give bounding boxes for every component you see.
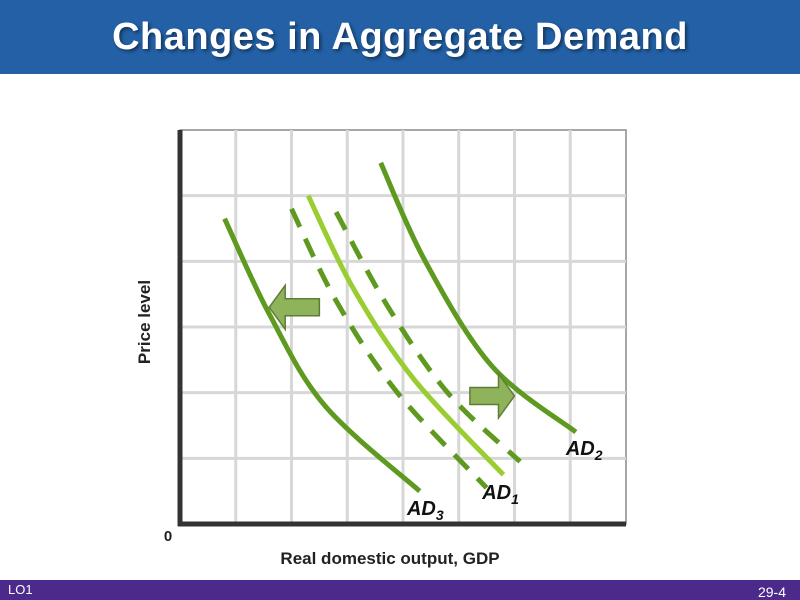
page-number: 29-4 [757,584,786,600]
label-subscript: 3 [436,507,444,523]
curve-ad1 [305,194,506,477]
chart-axes [177,130,626,527]
label-main: AD [565,438,595,460]
label-ad3: AD3 [406,498,444,523]
chart-curves [222,161,578,494]
label-main: AD [406,498,436,520]
curve-ad1-upper [289,207,489,490]
curve-ad1-lower [333,210,522,464]
slide-title: Changes in Aggregate Demand [112,15,688,58]
label-subscript: 2 [594,447,603,463]
label-ad2: AD2 [565,438,603,463]
arrow-right-icon [469,371,516,421]
x-axis-label: Real domestic output, GDP [280,549,499,568]
origin-label: 0 [164,528,172,545]
arrow-left-icon [268,282,321,332]
label-main: AD [481,482,511,504]
label-subscript: 1 [511,491,519,507]
shift-arrows [268,282,516,421]
curve-ad3 [222,217,422,494]
label-ad1: AD1 [481,482,519,507]
curve-ad2 [378,161,578,435]
y-axis-label: Price level [135,280,154,364]
footer-bar [0,580,800,600]
learning-objective-label: LO1 [8,582,33,597]
title-bar: Changes in Aggregate Demand [0,0,800,74]
